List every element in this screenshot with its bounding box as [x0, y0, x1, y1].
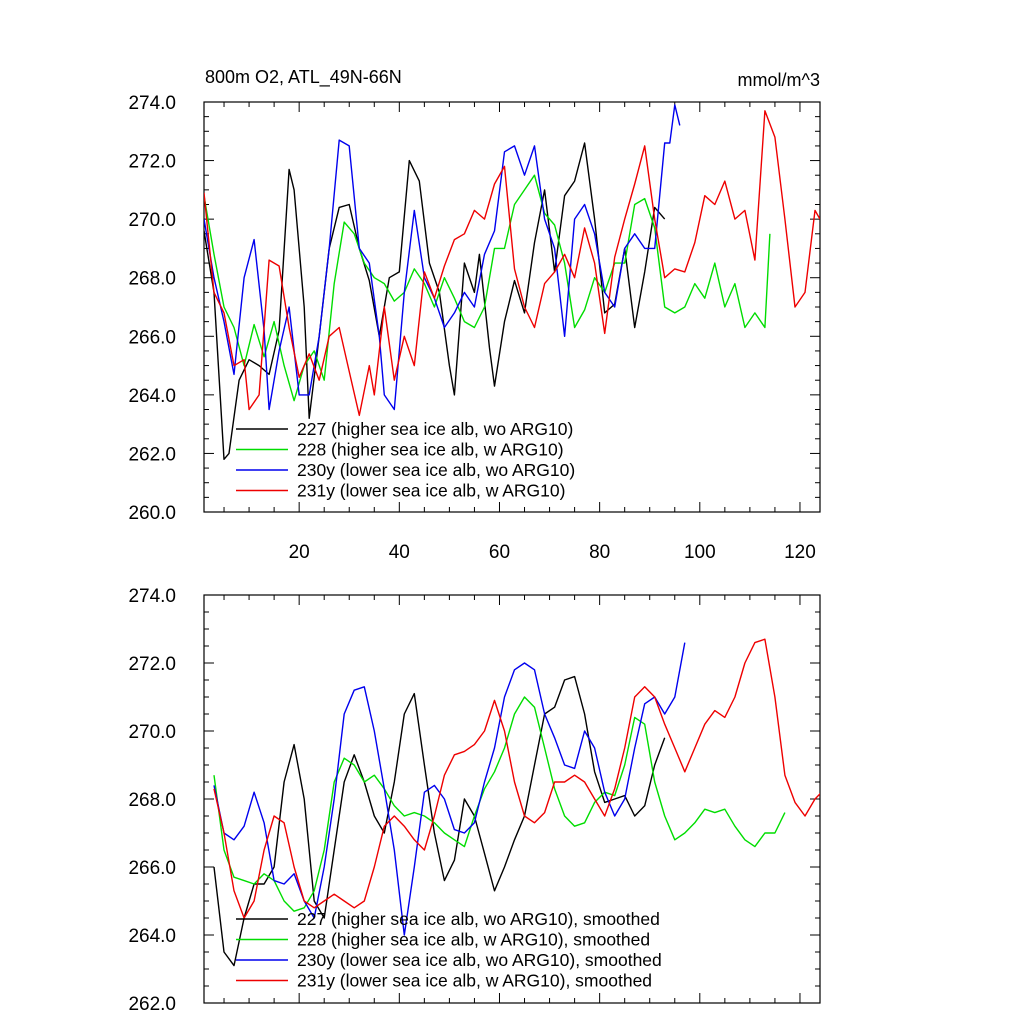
top-ticks: 260.0 262.0 264.0 266.0 268.0 270.0 272.0 274.0…	[128, 93, 820, 563]
y-tick-label: 266.0	[128, 327, 176, 348]
units-label: mmol/m^3	[738, 70, 820, 90]
bottom-ticks: 262.0 264.0 266.0 268.0 270.0 272.0 274.0	[128, 586, 820, 1015]
top-series	[204, 104, 820, 460]
y-tick-label: 262.0	[128, 994, 176, 1015]
y-tick-label: 274.0	[128, 586, 176, 607]
series-line	[204, 174, 771, 402]
legend-label: 228 (higher sea ice alb, w ARG10)	[297, 440, 564, 460]
bottom-series	[213, 638, 820, 967]
y-tick-label: 272.0	[128, 654, 176, 675]
legend-label: 230y (lower sea ice alb, wo ARG10)	[297, 460, 575, 480]
legend-label: 227 (higher sea ice alb, wo ARG10)	[297, 419, 573, 439]
series-line	[213, 696, 786, 912]
y-tick-label: 274.0	[128, 93, 176, 114]
series-line	[204, 110, 820, 417]
bottom-panel: 262.0 264.0 266.0 268.0 270.0 272.0 274.0 227 …	[128, 586, 821, 1015]
legend-label: 228 (higher sea ice alb, w ARG10), smoot…	[297, 930, 650, 950]
x-tick-label: 60	[489, 542, 510, 563]
x-tick-label: 100	[684, 542, 716, 563]
y-tick-label: 270.0	[128, 210, 176, 231]
chart-title: 800m O2, ATL_49N-66N	[205, 67, 402, 88]
top-panel: 800m O2, ATL_49N-66N mmol/m^3 260.0 262.0…	[128, 67, 821, 563]
legend-label: 231y (lower sea ice alb, w ARG10)	[297, 481, 565, 501]
y-tick-label: 260.0	[128, 503, 176, 524]
y-tick-label: 264.0	[128, 386, 176, 407]
y-tick-label: 264.0	[128, 926, 176, 947]
y-tick-label: 268.0	[128, 790, 176, 811]
series-line	[204, 104, 681, 411]
y-tick-label: 266.0	[128, 858, 176, 879]
y-tick-label: 262.0	[128, 444, 176, 465]
series-line	[213, 675, 666, 967]
y-tick-label: 270.0	[128, 722, 176, 743]
series-line	[213, 642, 686, 936]
x-tick-label: 120	[784, 542, 816, 563]
bottom-legend: 227 (higher sea ice alb, wo ARG10), smoo…	[236, 909, 662, 991]
x-tick-label: 40	[389, 542, 410, 563]
series-line	[204, 142, 666, 460]
y-tick-label: 268.0	[128, 269, 176, 290]
legend-label: 230y (lower sea ice alb, wo ARG10), smoo…	[297, 950, 662, 970]
x-tick-label: 20	[289, 542, 310, 563]
legend-label: 231y (lower sea ice alb, w ARG10), smoot…	[297, 971, 652, 991]
top-legend: 227 (higher sea ice alb, wo ARG10)228 (h…	[236, 419, 575, 501]
legend-label: 227 (higher sea ice alb, wo ARG10), smoo…	[297, 909, 660, 929]
y-tick-label: 272.0	[128, 152, 176, 173]
series-line	[213, 638, 820, 919]
x-tick-label: 80	[589, 542, 610, 563]
